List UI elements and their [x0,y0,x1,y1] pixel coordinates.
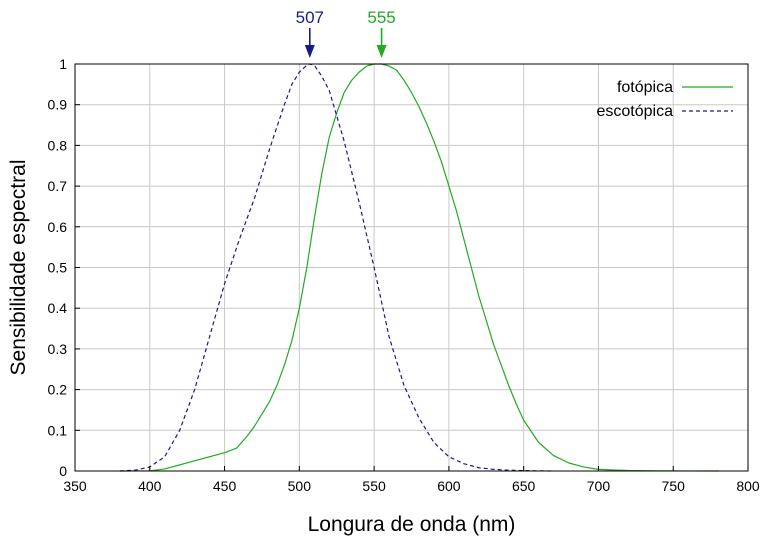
x-tick-label: 550 [362,478,386,494]
x-tick-label: 800 [736,478,760,494]
peak-label: 555 [367,8,395,27]
y-tick-label: 0.5 [48,260,68,276]
peak-label: 507 [296,8,324,27]
y-tick-label: 0.7 [48,178,68,194]
x-axis-title: Longura de onda (nm) [308,513,516,536]
y-axis-title: Sensibilidade espectral [7,160,30,376]
y-tick-label: 1 [59,56,67,72]
grid-lines [75,64,748,471]
y-tick-label: 0.3 [48,341,68,357]
y-tick-label: 0.9 [48,97,68,113]
y-tick-label: 0.8 [48,137,68,153]
x-tick-label: 650 [512,478,536,494]
series-line-escotopica [119,63,554,472]
series-line-fotopica [119,63,719,472]
x-tick-label: 750 [662,478,686,494]
legend-label: escotópica [597,103,674,120]
y-tick-label: 0.2 [48,382,68,398]
y-tick-label: 0 [59,463,67,479]
series-group [119,63,719,472]
y-tick-label: 0.1 [48,422,68,438]
peak-arrow-head [304,45,315,58]
x-tick-label: 400 [138,478,162,494]
peak-annotations: 507 555 [296,8,396,58]
legend-label: fotópica [617,79,673,96]
y-tick-label: 0.4 [48,300,68,316]
x-tick-label: 500 [288,478,312,494]
peak-arrow-head [376,45,387,58]
axis-ticks: 350 400 450 500 550 600 650 700 750 800 0 0.1 0.2 0.3… [48,56,760,494]
x-tick-label: 350 [63,478,87,494]
x-tick-label: 600 [437,478,461,494]
x-tick-label: 700 [587,478,611,494]
y-tick-label: 0.6 [48,219,68,235]
legend: fotópica escotópica [597,79,733,120]
x-tick-label: 450 [213,478,237,494]
